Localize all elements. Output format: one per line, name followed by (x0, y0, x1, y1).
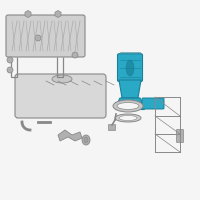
FancyBboxPatch shape (177, 130, 184, 142)
Polygon shape (25, 10, 31, 18)
Ellipse shape (84, 137, 88, 143)
Polygon shape (119, 80, 141, 98)
Circle shape (35, 35, 41, 41)
Polygon shape (58, 130, 82, 141)
Ellipse shape (117, 102, 139, 110)
FancyBboxPatch shape (15, 74, 106, 118)
Ellipse shape (115, 114, 141, 122)
FancyBboxPatch shape (6, 15, 85, 57)
Polygon shape (55, 10, 61, 18)
Ellipse shape (82, 135, 90, 145)
Ellipse shape (126, 60, 134, 76)
Ellipse shape (52, 75, 72, 83)
Circle shape (7, 67, 13, 73)
FancyBboxPatch shape (116, 102, 144, 110)
FancyBboxPatch shape (108, 124, 116, 130)
Ellipse shape (113, 100, 143, 112)
Polygon shape (117, 98, 143, 104)
Circle shape (7, 57, 13, 63)
FancyBboxPatch shape (142, 98, 164, 109)
Circle shape (72, 52, 78, 58)
Ellipse shape (119, 116, 137, 120)
FancyBboxPatch shape (118, 54, 142, 82)
